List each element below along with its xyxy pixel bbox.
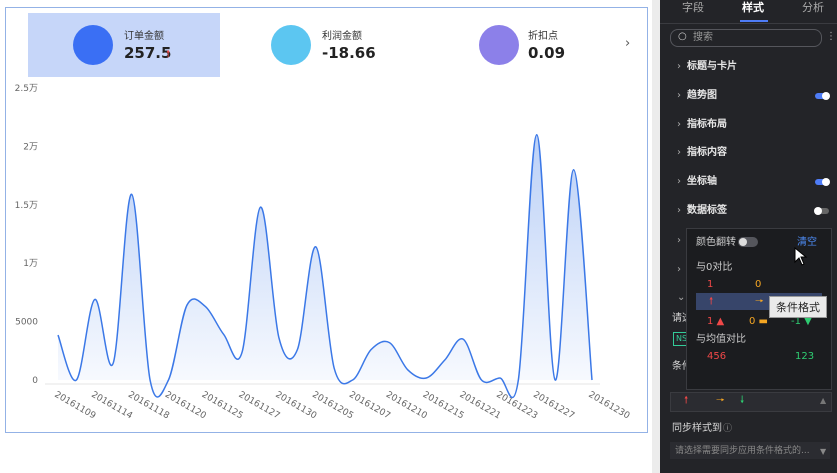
tab-active[interactable]: 样式 bbox=[742, 1, 764, 14]
frame bbox=[5, 7, 648, 433]
text: 0 bbox=[749, 316, 756, 327]
sync-select[interactable] bbox=[670, 442, 830, 459]
placeholder: 请选择需要同步应用条件格式的... bbox=[675, 446, 810, 456]
chevron: › bbox=[677, 118, 681, 130]
chevron: › bbox=[677, 264, 681, 275]
value: 1 ▲ bbox=[707, 316, 725, 327]
toggle[interactable] bbox=[815, 91, 830, 100]
value: 1 bbox=[707, 279, 714, 290]
y-tick-label: 1.5万 bbox=[15, 201, 38, 211]
icon: 🠕 bbox=[684, 395, 689, 406]
section-label[interactable]: 数据标签 bbox=[687, 205, 727, 216]
icon: 🠖 bbox=[716, 395, 725, 406]
toggle[interactable] bbox=[815, 178, 830, 187]
chevron: › bbox=[677, 235, 681, 246]
section-label[interactable]: 坐标轴 bbox=[687, 176, 717, 188]
x-tick-label: 20161230 bbox=[587, 390, 632, 422]
kpi-card-active[interactable] bbox=[28, 13, 220, 77]
section-label[interactable]: 指标内容 bbox=[687, 147, 727, 159]
value: 0 ▬ bbox=[749, 316, 769, 327]
divider bbox=[652, 0, 660, 473]
search-box[interactable] bbox=[670, 29, 822, 47]
canvas: 订单金额 257.5 🠕 利润金额 -18.66 折扣点 0.09 › 0 500… bbox=[5, 7, 648, 433]
search-icon: ○ bbox=[678, 31, 687, 42]
kpi-value: -18.66 bbox=[322, 44, 376, 62]
kpi-label: 折扣点 bbox=[528, 31, 558, 42]
kpi-label: 订单金额 bbox=[124, 31, 164, 42]
kpi-icon bbox=[271, 25, 311, 65]
chevron: › bbox=[677, 205, 681, 216]
section-label[interactable]: 标题与卡片 bbox=[687, 61, 737, 72]
chevron: › bbox=[677, 176, 681, 188]
label: 与均值对比 bbox=[696, 334, 746, 345]
chart: 050001万1.5万2万2.5万20161109201611142016111… bbox=[15, 84, 632, 422]
cursor bbox=[794, 247, 808, 266]
y-tick-label: 0 bbox=[32, 376, 38, 386]
label: 条件 bbox=[672, 361, 692, 372]
icon: 🠖 bbox=[755, 296, 764, 307]
section-label[interactable]: 趋势图 bbox=[687, 89, 717, 101]
tab[interactable]: 分析 bbox=[802, 1, 824, 14]
toggle[interactable] bbox=[738, 237, 758, 247]
y-tick-label: 5000 bbox=[15, 318, 38, 328]
area bbox=[58, 134, 592, 398]
kpi-icon bbox=[73, 25, 113, 65]
info-icon: ⓘ bbox=[723, 424, 733, 434]
chevron: › bbox=[677, 61, 681, 72]
tab-underline bbox=[740, 20, 768, 22]
caret: ▲ bbox=[820, 396, 827, 405]
label: 同步样式到 bbox=[672, 423, 722, 434]
knob bbox=[814, 207, 822, 215]
chevron: ⌄ bbox=[677, 292, 686, 303]
caret: ▼ bbox=[820, 447, 827, 456]
text: -1 bbox=[791, 316, 801, 327]
separator bbox=[660, 23, 837, 24]
value: 0 bbox=[755, 279, 762, 290]
toggle[interactable] bbox=[814, 207, 829, 215]
knob bbox=[822, 91, 830, 100]
kpi-value: 257.5 bbox=[124, 44, 172, 62]
search-placeholder: 搜索 bbox=[693, 32, 713, 43]
menu[interactable]: ⋮ bbox=[826, 31, 836, 42]
knob bbox=[822, 178, 830, 187]
label: 与0对比 bbox=[696, 262, 733, 273]
tooltip: 条件格式 bbox=[769, 296, 827, 318]
label: 颜色翻转 bbox=[696, 237, 736, 248]
chevron: › bbox=[677, 89, 681, 101]
icon: 🠗 bbox=[740, 395, 745, 406]
icon: 🠕 bbox=[709, 296, 714, 307]
y-tick-label: 2万 bbox=[23, 142, 38, 152]
label: 请选 bbox=[672, 313, 692, 324]
line bbox=[57, 133, 593, 399]
clear-button[interactable]: 清空 bbox=[797, 237, 817, 248]
next-button[interactable]: › bbox=[625, 36, 631, 51]
value: 123 bbox=[795, 351, 815, 362]
chevron: › bbox=[677, 147, 681, 159]
value: -1 ▼ bbox=[791, 316, 812, 327]
kpi-label: 利润金额 bbox=[322, 31, 362, 42]
x-tick-label: 20161227 bbox=[531, 390, 576, 422]
format-select[interactable] bbox=[670, 392, 832, 412]
up-arrow: 🠕 bbox=[166, 49, 171, 60]
section-label[interactable]: 指标布局 bbox=[687, 118, 727, 130]
text: 1 bbox=[707, 316, 714, 327]
kpi-icon bbox=[479, 25, 519, 65]
y-tick-label: 2.5万 bbox=[15, 84, 38, 94]
tab[interactable]: 字段 bbox=[682, 1, 704, 14]
value: 456 bbox=[707, 351, 727, 362]
y-tick-label: 1万 bbox=[23, 259, 38, 269]
kpi-value: 0.09 bbox=[528, 44, 566, 62]
